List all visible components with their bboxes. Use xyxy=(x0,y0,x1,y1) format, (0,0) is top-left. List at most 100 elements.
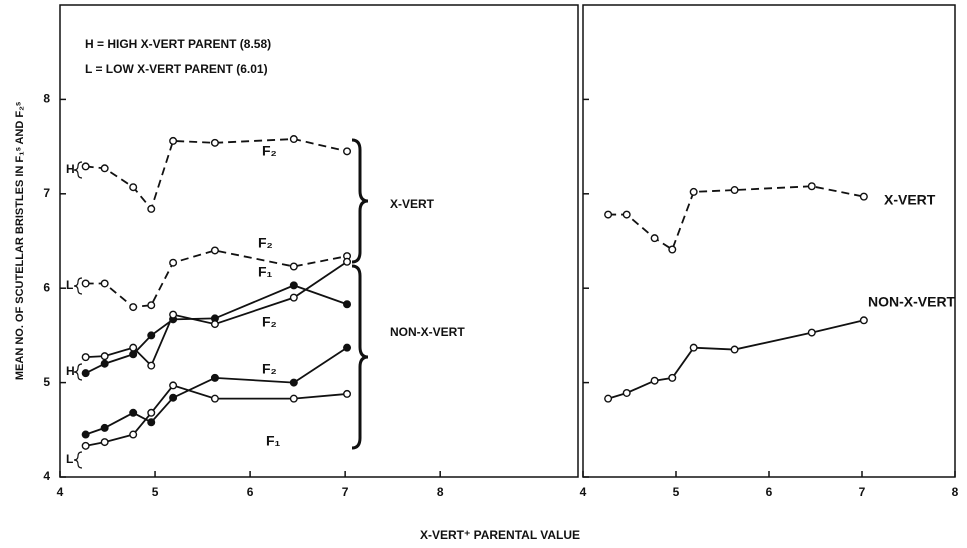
data-point xyxy=(807,182,816,191)
y-tick-label: 6 xyxy=(43,280,50,294)
data-point xyxy=(343,257,352,266)
series-label: X-VERT xyxy=(884,192,936,208)
y-tick-label: 5 xyxy=(43,375,50,389)
y-tick-label: 8 xyxy=(43,92,50,106)
small-brace xyxy=(73,161,83,179)
series-line xyxy=(607,319,865,400)
series-line xyxy=(85,284,348,374)
data-point xyxy=(622,210,631,219)
data-point xyxy=(343,343,352,352)
data-point xyxy=(81,441,90,450)
data-point xyxy=(81,162,90,171)
data-point xyxy=(807,328,816,337)
data-point xyxy=(668,245,677,254)
data-point xyxy=(100,279,109,288)
data-point xyxy=(650,376,659,385)
series-label: F₂ xyxy=(258,235,273,251)
small-brace xyxy=(73,277,83,295)
group-brace xyxy=(351,138,369,264)
data-point xyxy=(210,138,219,147)
series-label: F₁ xyxy=(258,264,273,280)
data-point xyxy=(730,345,739,354)
data-point xyxy=(147,361,156,370)
data-point xyxy=(169,393,178,402)
data-point xyxy=(289,135,298,144)
small-brace xyxy=(73,451,83,469)
data-point xyxy=(689,187,698,196)
data-point xyxy=(604,394,613,403)
series-line xyxy=(85,384,348,447)
data-point xyxy=(210,394,219,403)
parent-label: L xyxy=(66,452,73,466)
data-point xyxy=(129,408,138,417)
data-point xyxy=(210,373,219,382)
data-point xyxy=(730,186,739,195)
data-point xyxy=(289,281,298,290)
data-point xyxy=(129,183,138,192)
data-point xyxy=(289,394,298,403)
data-point xyxy=(169,136,178,145)
x-tick-label: 5 xyxy=(673,485,680,499)
data-point xyxy=(147,301,156,310)
series-line xyxy=(85,261,348,368)
x-tick-label: 5 xyxy=(152,485,159,499)
data-point xyxy=(100,164,109,173)
series-label: F₂ xyxy=(262,361,277,377)
small-brace xyxy=(73,363,83,381)
x-tick-label: 4 xyxy=(57,485,64,499)
data-point xyxy=(129,430,138,439)
data-point xyxy=(604,210,613,219)
parent-label: H xyxy=(66,162,75,176)
data-point xyxy=(147,408,156,417)
x-axis-label: X-VERT⁺ PARENTAL VALUE xyxy=(420,528,580,542)
data-point xyxy=(129,350,138,359)
x-tick-label: 6 xyxy=(766,485,773,499)
data-point xyxy=(343,389,352,398)
data-point xyxy=(169,381,178,390)
series-line xyxy=(85,138,348,211)
data-point xyxy=(100,359,109,368)
series-label: F₂ xyxy=(262,143,277,159)
data-point xyxy=(147,418,156,427)
data-point xyxy=(689,343,698,352)
data-point xyxy=(81,353,90,362)
series-line xyxy=(608,185,865,251)
note: H = HIGH X-VERT PARENT (8.58) xyxy=(85,37,271,51)
data-point xyxy=(169,258,178,267)
plot-frame xyxy=(59,4,579,478)
data-point xyxy=(169,310,178,319)
data-point xyxy=(147,204,156,213)
data-point xyxy=(81,369,90,378)
note: L = LOW X-VERT PARENT (6.01) xyxy=(85,62,268,76)
data-point xyxy=(859,316,868,325)
y-tick-label: 7 xyxy=(43,186,50,200)
data-point xyxy=(650,234,659,243)
data-point xyxy=(100,423,109,432)
x-tick-label: 8 xyxy=(952,485,959,499)
data-point xyxy=(100,352,109,361)
group-label: NON-X-VERT xyxy=(390,325,465,339)
data-point xyxy=(622,388,631,397)
data-point xyxy=(129,343,138,352)
x-tick-label: 6 xyxy=(247,485,254,499)
data-point xyxy=(289,262,298,271)
series-label: NON-X-VERT xyxy=(868,294,956,310)
data-point xyxy=(210,320,219,329)
data-point xyxy=(859,192,868,201)
x-tick-label: 8 xyxy=(437,485,444,499)
y-tick-label: 4 xyxy=(43,469,50,483)
x-tick-label: 7 xyxy=(859,485,866,499)
data-point xyxy=(668,373,677,382)
data-point xyxy=(100,438,109,447)
group-brace xyxy=(351,264,369,450)
data-point xyxy=(289,293,298,302)
data-point xyxy=(81,430,90,439)
series-line xyxy=(85,249,348,309)
data-point xyxy=(289,378,298,387)
series-label: F₂ xyxy=(262,314,277,330)
data-point xyxy=(343,300,352,309)
data-point xyxy=(210,246,219,255)
data-point xyxy=(343,147,352,156)
parent-label: L xyxy=(66,278,73,292)
